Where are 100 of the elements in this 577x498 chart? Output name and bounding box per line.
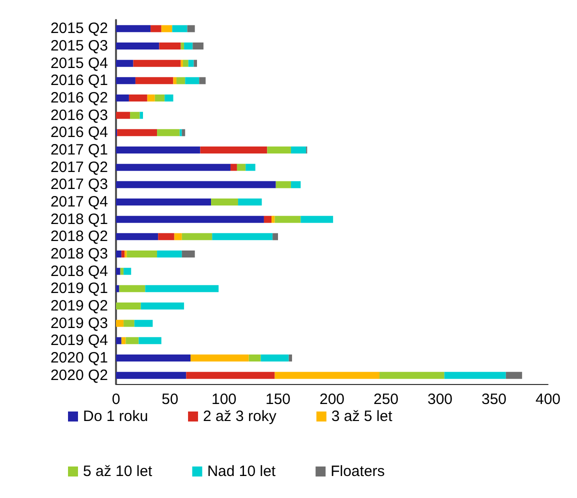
bar xyxy=(172,25,188,32)
bar xyxy=(182,233,212,240)
bar xyxy=(288,354,292,362)
bar xyxy=(116,302,141,310)
x-tick-label: 200 xyxy=(319,391,345,408)
y-tick-label: 2020 Q1 xyxy=(50,350,108,366)
bar xyxy=(158,233,174,240)
bar xyxy=(130,112,140,119)
bar xyxy=(380,372,444,379)
bar xyxy=(161,25,172,32)
y-tick-label: 2016 Q1 xyxy=(50,72,108,90)
bar xyxy=(300,216,334,223)
bar xyxy=(126,337,139,344)
bar xyxy=(116,250,122,258)
bar xyxy=(182,250,195,258)
bar xyxy=(121,250,125,258)
x-tick-label: 150 xyxy=(265,391,291,408)
y-tick-label: 2016 Q3 xyxy=(50,106,108,124)
bar xyxy=(135,77,174,84)
bar xyxy=(238,198,262,206)
bar xyxy=(133,60,181,67)
bar xyxy=(274,372,380,379)
bar xyxy=(176,77,186,84)
bar xyxy=(190,354,249,362)
bar xyxy=(126,250,158,258)
bar xyxy=(444,372,506,379)
y-tick-label: 2020 Q2 xyxy=(50,366,108,384)
y-tick-label: 2019 Q1 xyxy=(50,280,108,298)
bar xyxy=(174,233,182,240)
x-tick-label: 350 xyxy=(481,391,507,408)
bar xyxy=(184,42,193,50)
bar xyxy=(116,164,230,171)
y-tick-label: 2019 Q2 xyxy=(50,298,108,314)
bar xyxy=(145,285,219,292)
bar xyxy=(188,60,194,67)
bar xyxy=(154,94,165,102)
bar xyxy=(164,94,174,102)
x-tick-label: 300 xyxy=(427,391,453,408)
y-tick-label: 2016 Q4 xyxy=(50,124,108,142)
bar xyxy=(116,25,151,32)
bar xyxy=(182,60,188,67)
legend-label: 2 až 3 roky xyxy=(203,408,277,425)
y-tick-label: 2019 Q4 xyxy=(50,332,108,350)
bar xyxy=(260,354,289,362)
bar xyxy=(212,233,273,240)
bar xyxy=(159,42,181,50)
x-tick-label: 400 xyxy=(535,391,561,408)
bar xyxy=(272,233,278,240)
y-tick-label: 2015 Q3 xyxy=(50,38,108,54)
bar xyxy=(140,112,143,119)
bar xyxy=(116,233,158,240)
bar xyxy=(180,42,184,50)
bar xyxy=(150,25,162,32)
y-tick-label: 2017 Q2 xyxy=(50,158,108,176)
legend-label: Nad 10 let xyxy=(207,463,276,480)
bar xyxy=(138,337,162,344)
bar xyxy=(116,60,134,67)
legend-label: 3 až 5 let xyxy=(331,408,394,425)
bar xyxy=(157,129,180,136)
bar xyxy=(140,302,184,310)
bar xyxy=(116,181,276,188)
bar xyxy=(116,42,160,50)
bar xyxy=(186,372,275,379)
y-tick-label: 2018 Q2 xyxy=(50,228,108,246)
bar xyxy=(116,320,124,327)
bar xyxy=(211,198,238,206)
bar xyxy=(157,250,182,258)
bar xyxy=(192,42,204,50)
bar xyxy=(230,164,237,171)
y-tick-label: 2018 Q1 xyxy=(50,210,108,228)
bar xyxy=(264,216,272,223)
y-tick-label: 2015 Q2 xyxy=(50,20,108,38)
bar xyxy=(185,77,200,84)
bar xyxy=(290,181,301,188)
bar xyxy=(199,77,206,84)
bar xyxy=(124,268,132,275)
bar xyxy=(274,216,301,223)
legend-label: 5 až 10 let xyxy=(83,463,154,480)
bar xyxy=(121,337,126,344)
y-tick-label: 2017 Q4 xyxy=(50,194,108,210)
bar xyxy=(128,94,148,102)
legend-label: Floaters xyxy=(330,463,385,480)
x-tick-label: 0 xyxy=(112,391,120,408)
bar xyxy=(506,372,522,379)
legend-label: Do 1 roku xyxy=(83,408,148,425)
bar xyxy=(248,354,261,362)
bar xyxy=(116,77,136,84)
y-tick-label: 2019 Q3 xyxy=(50,314,108,332)
x-tick-label: 50 xyxy=(162,391,178,408)
y-tick-label: 2017 Q3 xyxy=(50,176,108,194)
y-tick-label: 2017 Q1 xyxy=(50,142,108,158)
bar xyxy=(116,112,130,119)
bar xyxy=(117,129,158,136)
bar xyxy=(116,146,200,154)
bar xyxy=(116,94,129,102)
bar xyxy=(200,146,268,154)
bar xyxy=(290,146,306,154)
bar xyxy=(134,320,153,327)
bar xyxy=(272,216,275,223)
bar xyxy=(116,198,212,206)
